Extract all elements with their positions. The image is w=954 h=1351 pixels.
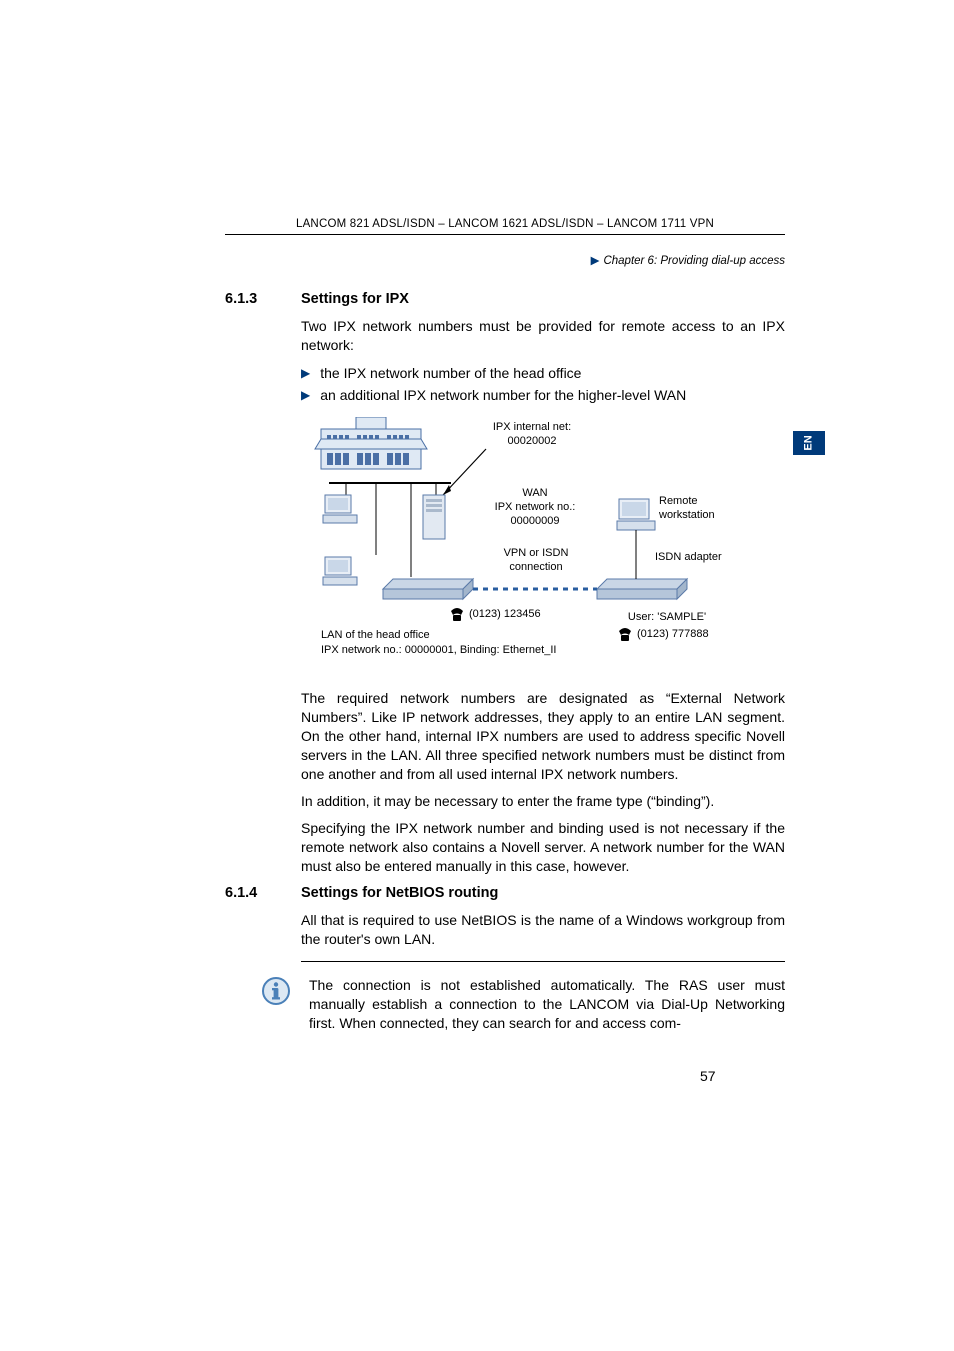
bullet-text: the IPX network number of the head offic… — [320, 363, 581, 383]
section-613-heading: 6.1.3 Settings for IPX — [225, 291, 785, 307]
info-icon — [261, 976, 291, 1033]
diagram-phone-right: (0123) 777888 — [637, 628, 709, 642]
diagram-label-remote-ws: Remote workstation — [659, 495, 739, 523]
section-title: Settings for IPX — [301, 291, 409, 307]
label-text: IPX internal net: — [477, 421, 587, 435]
list-item: ▶ an additional IPX network number for th… — [301, 385, 785, 405]
info-note: The connection is not established automa… — [301, 961, 785, 1033]
chapter-reference: ▶Chapter 6: Providing dial-up access — [225, 253, 785, 267]
label-text: WAN — [485, 487, 585, 501]
label-text: 00000009 — [485, 515, 585, 529]
bullet-text: an additional IPX network number for the… — [320, 385, 686, 405]
page-number: 57 — [700, 1068, 716, 1084]
language-tab: EN — [793, 431, 825, 455]
diagram-label-wan: WAN IPX network no.: 00000009 — [485, 487, 585, 528]
diagram-user: User: 'SAMPLE' — [617, 611, 717, 625]
list-item: ▶ the IPX network number of the head offi… — [301, 363, 785, 383]
section-number: 6.1.4 — [225, 885, 283, 901]
section-title: Settings for NetBIOS routing — [301, 885, 498, 901]
paragraph: Specifying the IPX network number and bi… — [301, 819, 785, 876]
paragraph: In addition, it may be necessary to ente… — [301, 792, 785, 811]
triangle-icon: ▶ — [591, 255, 600, 267]
diagram-phone-left: (0123) 123456 — [469, 608, 541, 622]
triangle-icon: ▶ — [301, 387, 310, 405]
label-text: 00020002 — [477, 435, 587, 449]
paragraph: The required network numbers are designa… — [301, 689, 785, 783]
diagram-ipx-binding: IPX network no.: 00000001, Binding: Ethe… — [321, 644, 556, 658]
network-diagram: IPX internal net: 00020002 WAN IPX netwo… — [301, 417, 731, 677]
bullet-list: ▶ the IPX network number of the head offi… — [301, 363, 785, 406]
chapter-ref-text: Chapter 6: Providing dial-up access — [603, 255, 785, 267]
diagram-label-ipx-internal: IPX internal net: 00020002 — [477, 421, 587, 449]
language-tab-label: EN — [803, 435, 815, 450]
paragraph: All that is required to use NetBIOS is t… — [301, 911, 785, 949]
label-text: Remote — [659, 495, 739, 509]
triangle-icon: ▶ — [301, 365, 310, 383]
diagram-lan-caption: LAN of the head office — [321, 629, 430, 643]
page: LANCOM 821 ADSL/ISDN – LANCOM 1621 ADSL/… — [225, 218, 785, 1033]
header-rule — [225, 234, 785, 235]
diagram-label-isdn-adapter: ISDN adapter — [655, 551, 735, 565]
intro-paragraph: Two IPX network numbers must be provided… — [301, 317, 785, 355]
section-614-heading: 6.1.4 Settings for NetBIOS routing — [225, 885, 785, 901]
note-text: The connection is not established automa… — [309, 976, 785, 1033]
diagram-label-vpn: VPN or ISDN connection — [497, 547, 575, 575]
section-number: 6.1.3 — [225, 291, 283, 307]
running-header: LANCOM 821 ADSL/ISDN – LANCOM 1621 ADSL/… — [225, 218, 785, 230]
label-text: workstation — [659, 509, 739, 523]
label-text: IPX network no.: — [485, 501, 585, 515]
label-text: connection — [497, 561, 575, 575]
label-text: VPN or ISDN — [497, 547, 575, 561]
